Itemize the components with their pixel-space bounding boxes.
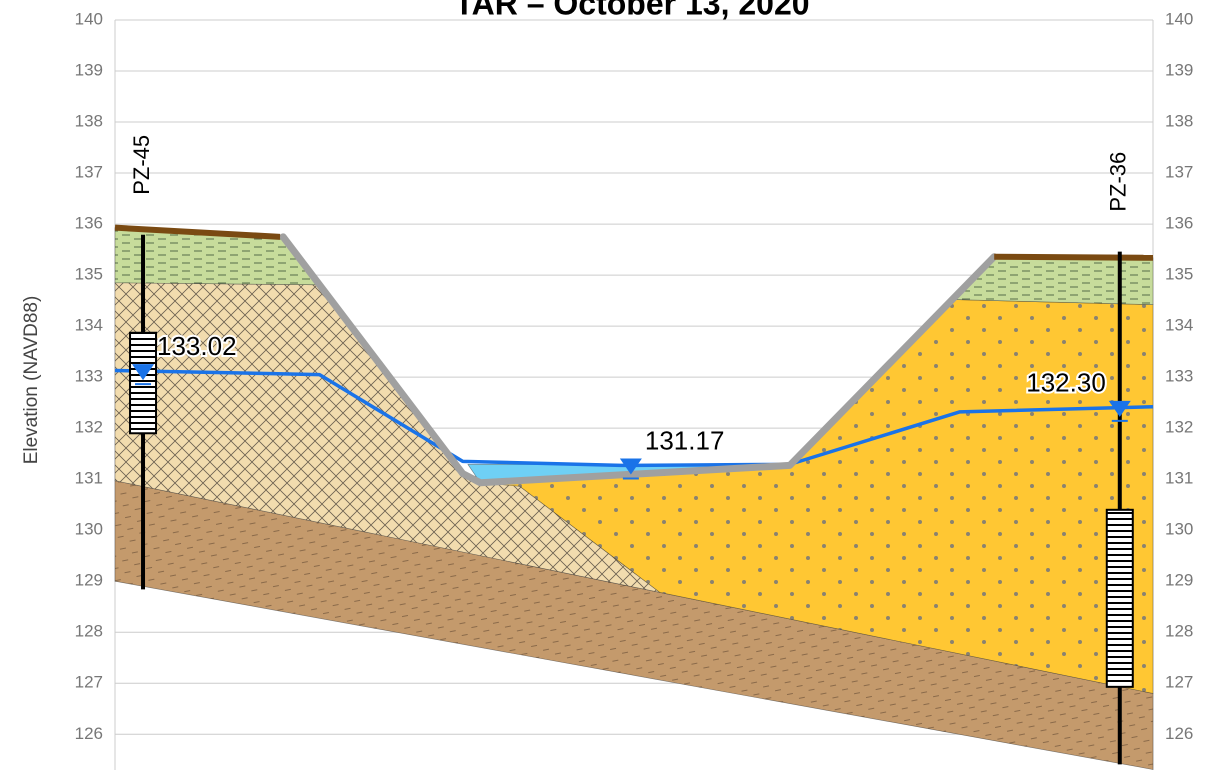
water-level-label: 131.17 — [645, 425, 725, 455]
y2-tick-label: 135 — [1165, 265, 1193, 284]
chart-title: TAR – October 13, 2020 — [454, 0, 809, 21]
y-tick-label: 139 — [75, 61, 103, 80]
water-level-marker — [132, 364, 155, 381]
y2-tick-label: 127 — [1165, 673, 1193, 692]
y2-tick-label: 132 — [1165, 418, 1193, 437]
y2-tick-label: 137 — [1165, 163, 1193, 182]
y-axis-label: Elevation (NAVD88) — [21, 296, 42, 465]
y2-tick-label: 129 — [1165, 571, 1193, 590]
y2-tick-label: 134 — [1165, 316, 1193, 335]
y-tick-label: 131 — [75, 469, 103, 488]
y-tick-label: 133 — [75, 367, 103, 386]
y2-tick-label: 139 — [1165, 61, 1193, 80]
y2-tick-label: 131 — [1165, 469, 1193, 488]
y-tick-label: 126 — [75, 724, 103, 743]
layers — [114, 227, 1154, 770]
y-tick-label: 134 — [75, 316, 103, 335]
y-tick-label: 137 — [75, 163, 103, 182]
y2-tick-label: 138 — [1165, 112, 1193, 131]
y2-tick-label: 130 — [1165, 520, 1193, 539]
layer-pattern — [115, 282, 660, 593]
y-tick-label: 135 — [75, 265, 103, 284]
y-tick-label: 130 — [75, 520, 103, 539]
water-level-marker — [1108, 400, 1131, 417]
well-name: PZ-45 — [129, 135, 154, 195]
well-name: PZ-36 — [1106, 152, 1131, 212]
ground-surface — [279, 233, 998, 487]
y-tick-label: 132 — [75, 418, 103, 437]
features: PZ-45 PZ-36 133.02 131.17 132.30 — [114, 135, 1154, 765]
layer-pattern — [480, 299, 1154, 694]
y2-tick-label: 140 — [1165, 9, 1193, 28]
y-tick-label: 127 — [75, 673, 103, 692]
topsoil — [994, 253, 1154, 261]
y-tick-label: 138 — [75, 112, 103, 131]
well-screen — [1105, 508, 1134, 688]
y-tick-label: 129 — [75, 571, 103, 590]
water-table — [114, 368, 1154, 468]
layer-pattern — [115, 480, 1153, 770]
y-tick-label: 136 — [75, 214, 103, 233]
y2-tick-label: 136 — [1165, 214, 1193, 233]
well-screen — [129, 331, 158, 435]
layer-pattern — [954, 256, 1153, 305]
water-level-marker — [619, 458, 642, 475]
y2-tick-label: 133 — [1165, 367, 1193, 386]
y2-tick-label: 128 — [1165, 622, 1193, 641]
topsoil — [114, 224, 281, 240]
y-tick-label: 140 — [75, 9, 103, 28]
y2-tick-label: 126 — [1165, 724, 1193, 743]
y-tick-label: 128 — [75, 622, 103, 641]
water-level-label: 133.02 — [157, 331, 237, 361]
water-level-label: 132.30 — [1026, 368, 1106, 398]
layer-pattern — [115, 227, 319, 285]
